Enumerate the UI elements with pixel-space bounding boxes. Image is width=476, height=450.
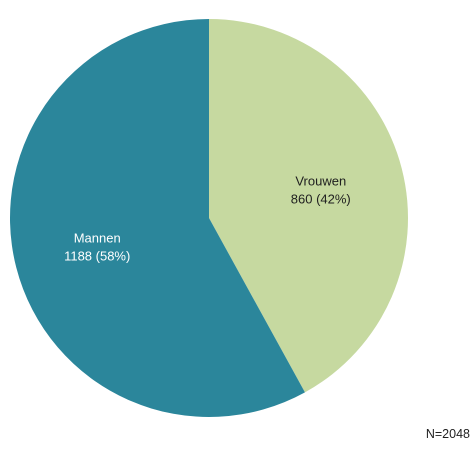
slice-category-label: Mannen xyxy=(74,231,121,246)
pie-labels: Vrouwen 860 (42%) Mannen 1188 (58%) xyxy=(64,173,351,263)
pie-slice-vrouwen xyxy=(209,19,408,393)
pie-slices xyxy=(9,19,408,418)
slice-value-label: 860 (42%) xyxy=(291,191,351,206)
sample-size-note: N=2048 xyxy=(425,427,470,441)
slice-category-label: Vrouwen xyxy=(295,173,346,188)
slice-value-label: 1188 (58%) xyxy=(64,249,130,264)
pie-slice-mannen xyxy=(9,19,305,418)
